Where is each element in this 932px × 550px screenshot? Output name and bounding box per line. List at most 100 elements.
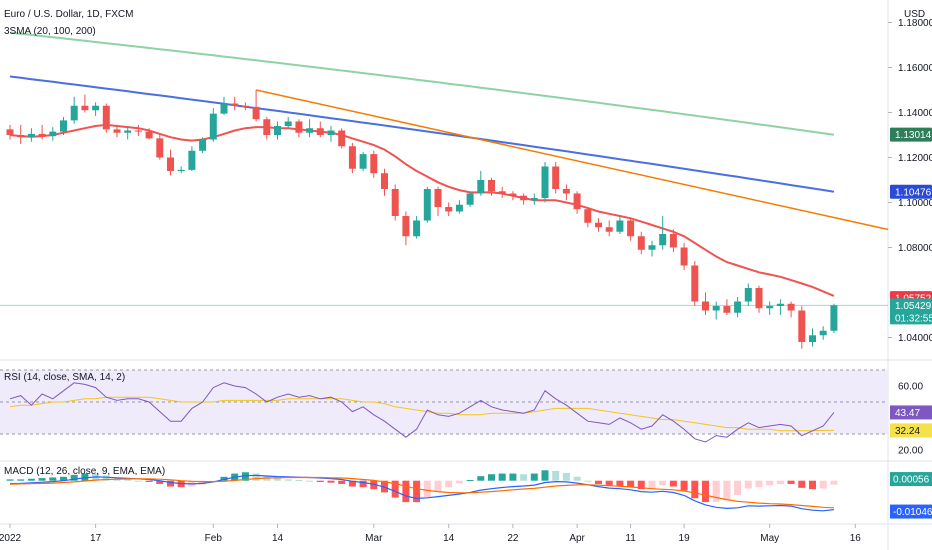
- candle[interactable]: [509, 191, 517, 201]
- time-axis[interactable]: 2022 17 Feb 14 Mar 14 22 Apr 11 19 May 16: [0, 524, 861, 544]
- candle[interactable]: [809, 328, 816, 347]
- candle[interactable]: [199, 137, 207, 153]
- main-price-pane[interactable]: [0, 31, 889, 349]
- candle[interactable]: [338, 128, 346, 149]
- candle[interactable]: [616, 216, 624, 234]
- candle[interactable]: [295, 119, 303, 138]
- candle[interactable]: [102, 103, 110, 133]
- candle[interactable]: [49, 127, 57, 141]
- candle[interactable]: [359, 151, 367, 171]
- candle[interactable]: [274, 121, 281, 140]
- candle[interactable]: [669, 229, 677, 253]
- candle[interactable]: [81, 94, 89, 113]
- macd-signal-line[interactable]: [9, 476, 834, 509]
- candle[interactable]: [167, 149, 174, 176]
- candle[interactable]: [552, 162, 560, 194]
- candle[interactable]: [766, 301, 774, 316]
- candle[interactable]: [573, 191, 581, 214]
- candle[interactable]: [798, 306, 806, 349]
- candle-body: [552, 166, 560, 189]
- rsi-line[interactable]: [9, 382, 835, 443]
- candle[interactable]: [70, 96, 78, 124]
- price-axis[interactable]: 1.18000 1.16000 1.14000 1.12000 1.10000 1.080…: [888, 18, 932, 457]
- candle[interactable]: [734, 297, 742, 318]
- candle[interactable]: [423, 186, 431, 223]
- candle[interactable]: [637, 231, 645, 255]
- candle[interactable]: [712, 301, 720, 320]
- candle-body: [27, 133, 35, 138]
- candle[interactable]: [830, 303, 838, 333]
- candle[interactable]: [819, 326, 827, 340]
- candle[interactable]: [755, 285, 763, 313]
- candle[interactable]: [316, 121, 324, 138]
- candle[interactable]: [327, 126, 335, 142]
- sma200-line[interactable]: [9, 31, 835, 136]
- candle[interactable]: [124, 126, 132, 140]
- candle[interactable]: [252, 90, 260, 122]
- rsi-indicator-label[interactable]: RSI (14, close, SMA, 14, 2): [4, 372, 125, 383]
- rsi-pane[interactable]: [0, 369, 888, 443]
- macd-histogram-bar: [145, 480, 153, 482]
- macd-pane[interactable]: [6, 470, 838, 512]
- candle[interactable]: [402, 211, 410, 246]
- candle[interactable]: [38, 124, 46, 140]
- candle[interactable]: [627, 218, 635, 241]
- candle[interactable]: [145, 128, 153, 140]
- candle[interactable]: [209, 108, 217, 142]
- candle[interactable]: [263, 117, 271, 140]
- trendline[interactable]: [255, 89, 889, 231]
- candle[interactable]: [370, 150, 378, 178]
- candle[interactable]: [348, 142, 356, 174]
- candle[interactable]: [562, 184, 570, 201]
- candle[interactable]: [776, 299, 784, 315]
- candle[interactable]: [156, 135, 164, 160]
- candle[interactable]: [434, 186, 442, 216]
- sma20-line[interactable]: [9, 123, 835, 297]
- candle[interactable]: [231, 96, 239, 111]
- candle[interactable]: [680, 243, 688, 270]
- candle[interactable]: [787, 301, 795, 318]
- candle[interactable]: [723, 299, 731, 315]
- candle[interactable]: [134, 124, 142, 137]
- candle[interactable]: [445, 202, 453, 217]
- candle[interactable]: [520, 193, 528, 205]
- candle[interactable]: [113, 124, 121, 138]
- candle[interactable]: [702, 292, 709, 316]
- candle[interactable]: [530, 193, 538, 205]
- candle[interactable]: [60, 117, 67, 135]
- candle[interactable]: [177, 166, 185, 174]
- candle[interactable]: [413, 216, 421, 239]
- candle[interactable]: [306, 119, 314, 138]
- candle[interactable]: [605, 220, 613, 237]
- candle[interactable]: [466, 191, 474, 207]
- candle[interactable]: [381, 168, 388, 196]
- currency-label[interactable]: USD: [904, 9, 925, 20]
- sma-indicator-label[interactable]: 3SMA (20, 100, 200): [4, 26, 96, 37]
- candle[interactable]: [541, 162, 549, 203]
- macd-histogram-bar: [584, 480, 592, 482]
- candle[interactable]: [92, 102, 100, 116]
- candle[interactable]: [744, 283, 752, 307]
- candle[interactable]: [659, 216, 667, 250]
- candle[interactable]: [220, 96, 228, 115]
- candle[interactable]: [648, 240, 656, 257]
- sma100-line[interactable]: [9, 75, 835, 193]
- price-badge: 1.10476: [890, 184, 932, 199]
- candle[interactable]: [488, 177, 495, 196]
- candle[interactable]: [17, 124, 25, 144]
- candle[interactable]: [391, 184, 399, 221]
- candle[interactable]: [455, 200, 463, 214]
- rsi-ma-line[interactable]: [9, 396, 834, 432]
- candle[interactable]: [595, 218, 602, 232]
- candle[interactable]: [477, 171, 485, 196]
- candle[interactable]: [241, 102, 249, 111]
- candle[interactable]: [498, 186, 506, 198]
- candle[interactable]: [284, 117, 292, 129]
- candle[interactable]: [6, 124, 14, 140]
- candle[interactable]: [584, 207, 592, 228]
- candle[interactable]: [27, 128, 35, 142]
- macd-indicator-label[interactable]: MACD (12, 26, close, 9, EMA, EMA): [4, 466, 165, 477]
- candle[interactable]: [188, 146, 196, 171]
- candle[interactable]: [691, 261, 699, 306]
